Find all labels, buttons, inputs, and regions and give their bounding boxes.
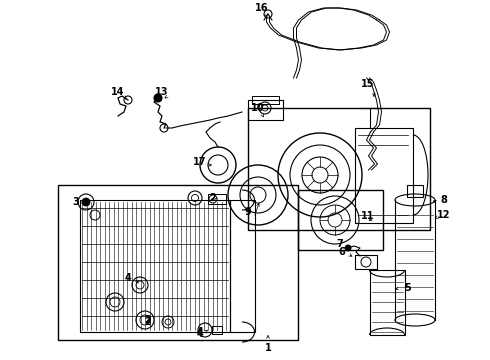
Bar [252, 96, 279, 104]
Text: 3: 3 [73, 197, 79, 207]
Text: 16: 16 [255, 3, 269, 13]
Text: 13: 13 [155, 87, 169, 97]
Text: 4: 4 [196, 327, 203, 337]
Text: 4: 4 [124, 273, 131, 283]
Bar [248, 100, 283, 120]
Text: 2: 2 [210, 193, 217, 203]
Bar [355, 128, 413, 223]
Text: 12: 12 [437, 210, 451, 220]
Circle shape [312, 167, 328, 183]
Circle shape [154, 94, 162, 102]
Bar [248, 108, 430, 230]
Bar [212, 326, 222, 334]
Text: 10: 10 [251, 103, 265, 113]
Text: 8: 8 [441, 195, 447, 205]
Text: 15: 15 [361, 79, 375, 89]
Text: 7: 7 [337, 239, 343, 249]
Text: 2: 2 [145, 315, 151, 325]
Bar [208, 194, 226, 204]
Bar [298, 190, 383, 250]
Text: 5: 5 [405, 283, 412, 293]
Circle shape [264, 10, 272, 18]
Text: 14: 14 [111, 87, 125, 97]
Bar [407, 185, 423, 197]
Circle shape [110, 297, 120, 307]
Bar [355, 255, 377, 269]
Circle shape [82, 198, 90, 206]
Bar [80, 200, 230, 332]
Text: 11: 11 [361, 211, 375, 221]
Text: 4: 4 [196, 329, 203, 339]
Bar [58, 185, 298, 340]
Text: 1: 1 [265, 343, 271, 353]
Text: 17: 17 [193, 157, 207, 167]
Bar [230, 200, 255, 332]
Text: 2: 2 [145, 317, 151, 327]
Text: 6: 6 [339, 247, 345, 257]
Bar [370, 270, 405, 335]
Text: 9: 9 [245, 207, 251, 217]
Circle shape [345, 245, 351, 251]
